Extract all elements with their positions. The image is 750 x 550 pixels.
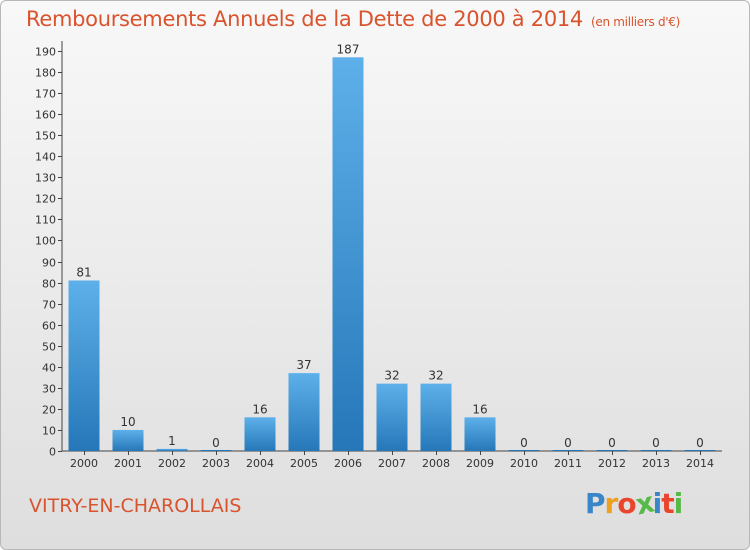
logo-letter: t: [661, 487, 674, 520]
x-tick-label: 2002: [158, 457, 186, 470]
y-tick-label: 60: [42, 320, 56, 333]
y-tick-label: 140: [35, 151, 56, 164]
x-tick-label: 2004: [246, 457, 274, 470]
bar-2013: [640, 450, 672, 451]
bar-2000: [68, 280, 100, 451]
bar-2005: [288, 373, 320, 451]
x-tick-label: 2013: [642, 457, 670, 470]
bar-2001: [112, 429, 144, 451]
y-tick-label: 120: [35, 193, 56, 206]
bar-2010: [508, 450, 540, 451]
y-tick-label: 40: [42, 362, 56, 375]
x-tick-label: 2012: [598, 457, 626, 470]
chart-unit: (en milliers d'€): [591, 15, 681, 29]
y-tick-label: 50: [42, 341, 56, 354]
data-label-2013: 0: [652, 436, 660, 450]
bar-2007: [376, 383, 408, 451]
x-tick-label: 2009: [466, 457, 494, 470]
x-tick-label: 2003: [202, 457, 230, 470]
y-tick-label: 10: [42, 425, 56, 438]
data-label-2014: 0: [696, 436, 704, 450]
data-label-2009: 16: [472, 402, 487, 416]
x-tick-label: 2008: [422, 457, 450, 470]
proxiti-logo: Proxiti: [585, 486, 684, 522]
logo-letter: P: [585, 487, 606, 520]
data-label-2008: 32: [428, 369, 443, 383]
y-tick-label: 170: [35, 88, 56, 101]
bar-2012: [596, 450, 628, 451]
bar-2008: [420, 383, 452, 451]
bar-2004: [244, 417, 276, 451]
data-label-2012: 0: [608, 436, 616, 450]
bar-2002: [156, 448, 188, 451]
bar-2009: [464, 417, 496, 451]
data-label-2000: 81: [76, 265, 91, 279]
logo-letter: i: [673, 487, 684, 520]
y-tick-label: 180: [35, 67, 56, 80]
logo-letter: i: [652, 487, 663, 520]
y-tick-label: 130: [35, 172, 56, 185]
x-tick-label: 2014: [686, 457, 714, 470]
x-tick-label: 2007: [378, 457, 406, 470]
bar-2006: [332, 57, 364, 451]
x-tick-label: 2006: [334, 457, 362, 470]
x-tick-label: 2000: [70, 457, 98, 470]
logo-letter: o: [617, 487, 636, 520]
bar-2011: [552, 450, 584, 451]
y-tick-label: 80: [42, 278, 56, 291]
bars: [68, 57, 716, 451]
data-label-2005: 37: [296, 358, 311, 372]
data-label-2006: 187: [337, 42, 360, 56]
bar-2003: [200, 450, 232, 451]
axes: 0102030405060708090100110120130140150160…: [35, 41, 722, 470]
x-tick-label: 2001: [114, 457, 142, 470]
y-tick-label: 190: [35, 46, 56, 59]
data-label-2007: 32: [384, 369, 399, 383]
y-tick-label: 150: [35, 130, 56, 143]
logo-letter: r: [604, 487, 619, 520]
y-tick-label: 90: [42, 257, 56, 270]
data-label-2011: 0: [564, 436, 572, 450]
bar-2014: [684, 450, 716, 451]
data-label-2003: 0: [212, 436, 220, 450]
chart-title-text: Remboursements Annuels de la Dette de 20…: [26, 7, 583, 31]
y-tick-label: 20: [42, 404, 56, 417]
x-tick-label: 2010: [510, 457, 538, 470]
data-label-2010: 0: [520, 436, 528, 450]
chart-title: Remboursements Annuels de la Dette de 20…: [26, 7, 680, 31]
y-tick-label: 0: [49, 446, 56, 459]
x-tick-label: 2011: [554, 457, 582, 470]
y-tick-label: 160: [35, 109, 56, 122]
y-tick-label: 30: [42, 383, 56, 396]
town-name: VITRY-EN-CHAROLLAIS: [29, 495, 242, 517]
data-label-2004: 16: [252, 402, 267, 416]
y-tick-label: 100: [35, 235, 56, 248]
y-tick-label: 110: [35, 214, 56, 227]
y-tick-label: 70: [42, 299, 56, 312]
data-label-2001: 10: [120, 415, 135, 429]
x-tick-label: 2005: [290, 457, 318, 470]
data-label-2002: 1: [168, 434, 176, 448]
